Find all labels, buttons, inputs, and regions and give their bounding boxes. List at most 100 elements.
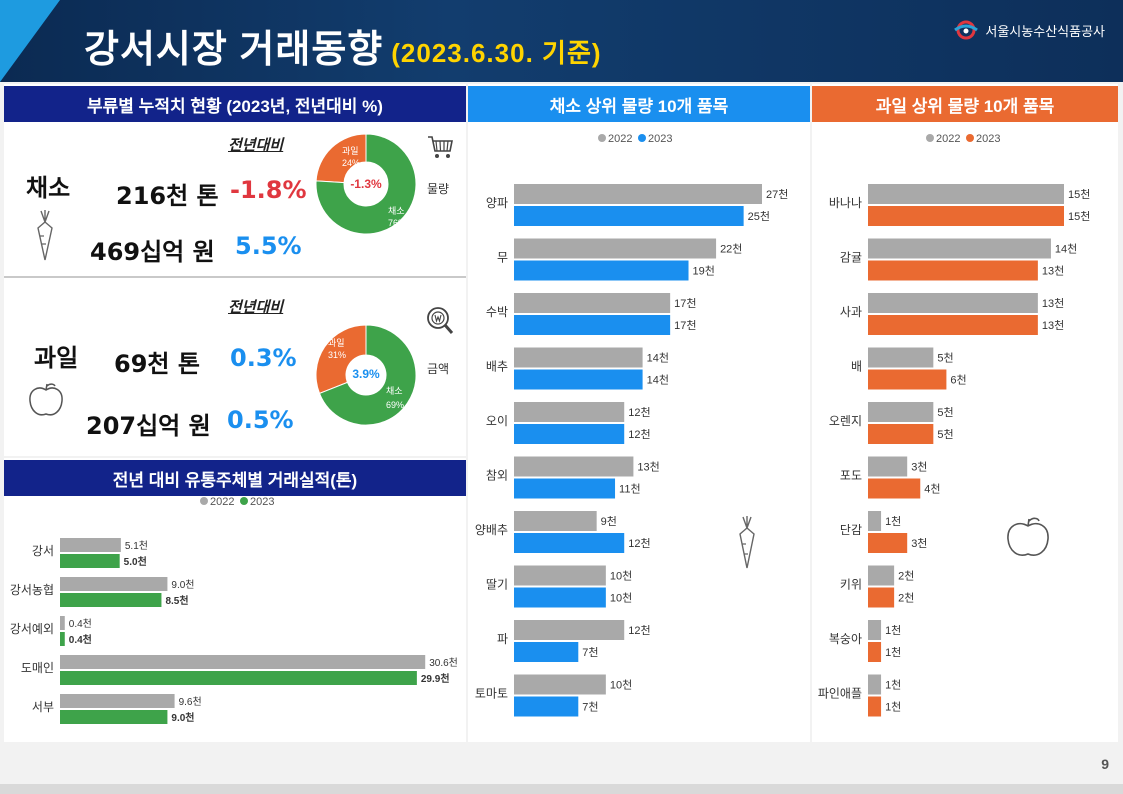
bar-2022 [868, 347, 934, 368]
bar-2023 [868, 587, 895, 608]
fruit-yoy-label: 전년대비 [228, 299, 284, 316]
bar-2022 [514, 184, 762, 204]
legend: 2022 2023 [598, 133, 672, 145]
data-label: 12천 [628, 623, 650, 637]
category-label: 수박 [486, 305, 508, 319]
bar-2022 [868, 620, 882, 640]
data-label: 2천 [898, 569, 914, 583]
donut-amount-fruit-pct: 31% [328, 350, 346, 360]
category-label: 무 [497, 251, 508, 265]
bar-2023 [868, 533, 908, 553]
donut-amount-label: 금액 [427, 362, 450, 376]
bar-2023 [868, 478, 921, 499]
bar-2023 [514, 424, 625, 444]
page-number: 9 [1101, 756, 1109, 772]
veg-amount: 469십억 원 [90, 238, 215, 266]
cumulative-title: 부류별 누적치 현황 (2023년, 전년대비 %) [4, 86, 466, 122]
bar-2023 [60, 554, 120, 568]
category-label: 참외 [486, 469, 508, 483]
category-label: 토마토 [475, 687, 508, 701]
bar-2022 [514, 511, 597, 531]
category-label: 배추 [486, 360, 508, 374]
category-label: 복숭아 [829, 632, 862, 646]
data-label: 15천 [1068, 187, 1090, 201]
data-label: 4천 [924, 482, 940, 496]
data-label: 0.4천 [69, 618, 92, 630]
data-label: 5천 [937, 405, 953, 419]
bar-2022 [60, 616, 65, 630]
bar-2022 [60, 694, 175, 708]
category-label: 양배추 [475, 523, 508, 537]
bar-2022 [868, 184, 1064, 204]
brand-name: 서울시농수산식품공사 [985, 23, 1105, 39]
bar-2022 [868, 565, 895, 586]
category-label: 포도 [840, 469, 862, 483]
veg-name: 채소 [26, 174, 71, 202]
data-label: 5천 [937, 427, 953, 441]
apple-icon [29, 383, 63, 416]
veg-yoy-label: 전년대비 [228, 137, 284, 154]
data-label: 9.0천 [171, 711, 194, 724]
legend-marker [638, 134, 646, 142]
category-label: 단감 [840, 523, 862, 537]
bar-2022 [514, 456, 634, 477]
bar-2022 [868, 674, 882, 695]
category-label: 강서농협 [10, 583, 54, 597]
bar-2022 [868, 402, 934, 422]
bar-2023 [868, 315, 1038, 335]
veg-top10-title: 채소 상위 물량 10개 품목 [468, 86, 810, 122]
coin-search-icon [427, 307, 454, 334]
donut-volume-center: -1.3% [350, 177, 382, 191]
data-label: 1천 [885, 678, 901, 692]
data-label: 14천 [647, 373, 669, 387]
category-label: 양파 [486, 196, 508, 210]
donut-volume-veg-slice [315, 133, 417, 235]
carrot-icon [739, 516, 755, 569]
data-label: 13천 [1042, 296, 1064, 310]
data-label: 9.6천 [179, 696, 202, 708]
data-label: 27천 [766, 187, 788, 201]
veg-volume-pct: -1.8% [230, 176, 307, 204]
data-label: 10천 [610, 678, 632, 692]
divider [4, 276, 466, 278]
fruit-amount: 207십억 원 [86, 412, 211, 440]
data-label: 10천 [610, 591, 632, 605]
data-label: 12천 [628, 405, 650, 419]
donut-volume-label: 물량 [427, 182, 450, 196]
brand-logo-icon [954, 20, 979, 40]
data-label: 13천 [1042, 318, 1064, 332]
data-label: 7천 [582, 645, 598, 659]
donut-volume-veg-label: 채소 [388, 206, 405, 216]
category-label: 강서예외 [10, 622, 54, 636]
fruit-name: 과일 [34, 344, 79, 372]
apple-icon [1007, 517, 1049, 556]
legend-label: 2023 [250, 496, 274, 508]
legend-label: 2023 [976, 133, 1000, 145]
category-label: 바나나 [829, 196, 862, 210]
data-label: 19천 [693, 264, 715, 278]
bar-2022 [868, 456, 908, 477]
bar-2023 [514, 315, 671, 335]
legend-marker [200, 497, 208, 505]
bar-2022 [514, 293, 671, 313]
data-label: 17천 [674, 296, 696, 310]
bar-2023 [60, 593, 162, 607]
data-label: 17천 [674, 318, 696, 332]
bar-2022 [514, 402, 625, 422]
data-label: 9.0천 [171, 579, 194, 591]
legend-label: 2022 [608, 133, 632, 145]
legend: 2022 2023 [200, 496, 274, 508]
bar-2022 [868, 511, 882, 531]
data-label: 1천 [885, 514, 901, 528]
bar-2022 [868, 293, 1038, 313]
bar-2023 [868, 369, 947, 390]
data-label: 5.1천 [125, 540, 148, 552]
channel-title: 전년 대비 유통주체별 거래실적(톤) [4, 460, 466, 496]
donut-volume: 과일 24% -1.3% 채소 76% [315, 133, 417, 235]
bar-2023 [868, 260, 1038, 281]
legend-label: 2023 [648, 133, 672, 145]
data-label: 25천 [748, 209, 770, 223]
data-label: 5천 [937, 351, 953, 365]
donut-volume-veg-pct: 76% [388, 218, 406, 228]
